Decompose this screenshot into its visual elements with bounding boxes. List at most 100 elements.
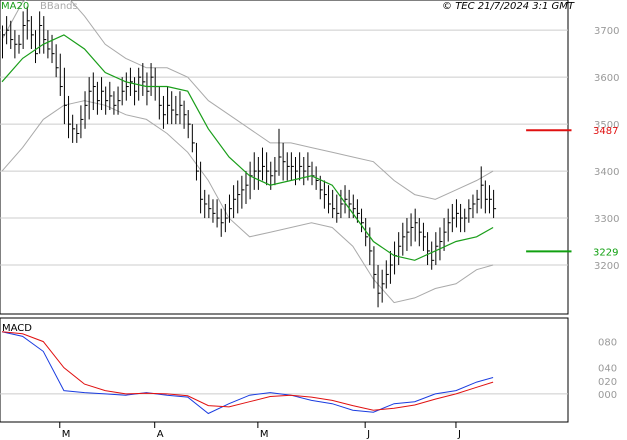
ohlc-bar — [96, 81, 100, 115]
ohlc-bar — [43, 16, 47, 54]
ohlc-bar — [2, 25, 5, 59]
ohlc-bar — [129, 67, 133, 96]
ohlc-bar — [431, 241, 435, 270]
macd-series-line — [1, 331, 494, 411]
ohlc-bar — [26, 6, 30, 40]
ohlc-bar — [410, 213, 414, 247]
macd-y-tick-label: 080 — [598, 338, 617, 349]
ohlc-bar — [200, 161, 204, 214]
ohlc-bar — [22, 11, 26, 49]
ohlc-bar — [146, 72, 150, 106]
ohlc-bar — [328, 185, 332, 214]
ohlc-bars — [2, 6, 497, 308]
ohlc-bar — [493, 189, 497, 219]
ohlc-bar — [286, 152, 290, 181]
ohlc-bar — [344, 185, 348, 214]
ohlc-bar — [162, 95, 166, 129]
macd-title: MACD — [2, 323, 32, 334]
ohlc-bar — [183, 100, 187, 129]
ohlc-bar — [195, 142, 199, 181]
ohlc-bar — [92, 72, 96, 111]
ohlc-bar — [381, 269, 385, 303]
ohlc-bar — [373, 246, 377, 289]
ohlc-bar — [282, 142, 286, 181]
ohlc-bar — [59, 53, 63, 96]
ohlc-bar — [418, 218, 422, 247]
ohlc-bar — [121, 77, 125, 106]
ohlc-bar — [398, 232, 402, 266]
ohlc-bar — [472, 194, 476, 219]
price-y-tick-label: 3400 — [594, 167, 619, 178]
ohlc-bar — [88, 77, 92, 120]
ohlc-bar — [237, 180, 241, 214]
ohlc-bar — [332, 189, 336, 219]
ohlc-bar — [422, 222, 426, 251]
ohlc-bar — [348, 189, 352, 219]
ohlc-bar — [274, 157, 278, 186]
ohlc-bar — [435, 232, 439, 266]
legend-ma20: MA20 — [1, 1, 29, 12]
price-y-tick-label: 3200 — [594, 261, 619, 272]
ohlc-bar — [101, 77, 105, 111]
ohlc-bar — [216, 199, 220, 228]
macd-series-line — [1, 331, 494, 415]
ohlc-bar — [451, 203, 455, 233]
ohlc-bar — [323, 180, 327, 209]
ohlc-bar — [299, 152, 303, 181]
ohlc-bar — [167, 86, 171, 125]
ohlc-bar — [257, 157, 261, 190]
ohlc-bar — [402, 222, 406, 256]
ohlc-bar — [295, 157, 299, 186]
ohlc-bar — [464, 208, 468, 233]
ohlc-bar — [63, 67, 67, 125]
ohlc-bar — [51, 34, 55, 64]
ohlc-bar — [389, 250, 393, 284]
ohlc-bar — [80, 105, 84, 139]
x-tick-label: J — [457, 429, 461, 440]
ohlc-bar — [72, 114, 76, 143]
ohlc-bar — [261, 147, 265, 181]
ohlc-bar — [187, 110, 191, 139]
ohlc-bar — [105, 86, 109, 115]
level-label: 3229 — [593, 247, 618, 258]
ohlc-bar — [377, 265, 381, 308]
ohlc-bar — [224, 203, 228, 233]
ohlc-bar — [278, 128, 282, 176]
ohlc-bar — [303, 157, 307, 186]
macd-y-tick-label: 040 — [598, 364, 617, 375]
ohlc-bar — [266, 152, 270, 186]
ohlc-bar — [68, 95, 72, 139]
ohlc-bar — [460, 203, 464, 233]
bbands-lines — [1, 0, 494, 304]
x-tick-label: M — [62, 429, 71, 440]
ohlc-bar — [14, 30, 18, 59]
ohlc-bar — [385, 260, 389, 289]
ohlc-bar — [47, 30, 51, 59]
ohlc-bar — [18, 34, 22, 54]
bbands-line — [1, 100, 494, 304]
ohlc-bar — [290, 152, 294, 181]
ohlc-bar — [204, 189, 208, 219]
ohlc-bar — [76, 124, 80, 143]
bbands-line — [1, 0, 494, 200]
ohlc-bar — [158, 86, 162, 120]
ohlc-bar — [468, 199, 472, 223]
ohlc-bar — [455, 199, 459, 228]
ohlc-bar — [30, 16, 34, 49]
ohlc-bar — [476, 189, 480, 214]
ohlc-bar — [171, 91, 175, 125]
macd-y-ticks: 000 020 040 080 — [598, 338, 617, 401]
ohlc-bar — [113, 91, 117, 115]
ohlc-bar — [35, 30, 39, 64]
legend-bbands: BBands — [40, 1, 78, 12]
ohlc-bar — [142, 63, 146, 96]
ohlc-bar — [414, 208, 418, 242]
x-tick-label: M — [260, 429, 269, 440]
ohlc-bar — [6, 16, 10, 45]
ohlc-bar — [480, 166, 484, 209]
ohlc-bar — [191, 124, 195, 153]
ohlc-bar — [84, 91, 88, 129]
ohlc-bar — [369, 227, 373, 266]
ohlc-bar — [10, 20, 14, 49]
